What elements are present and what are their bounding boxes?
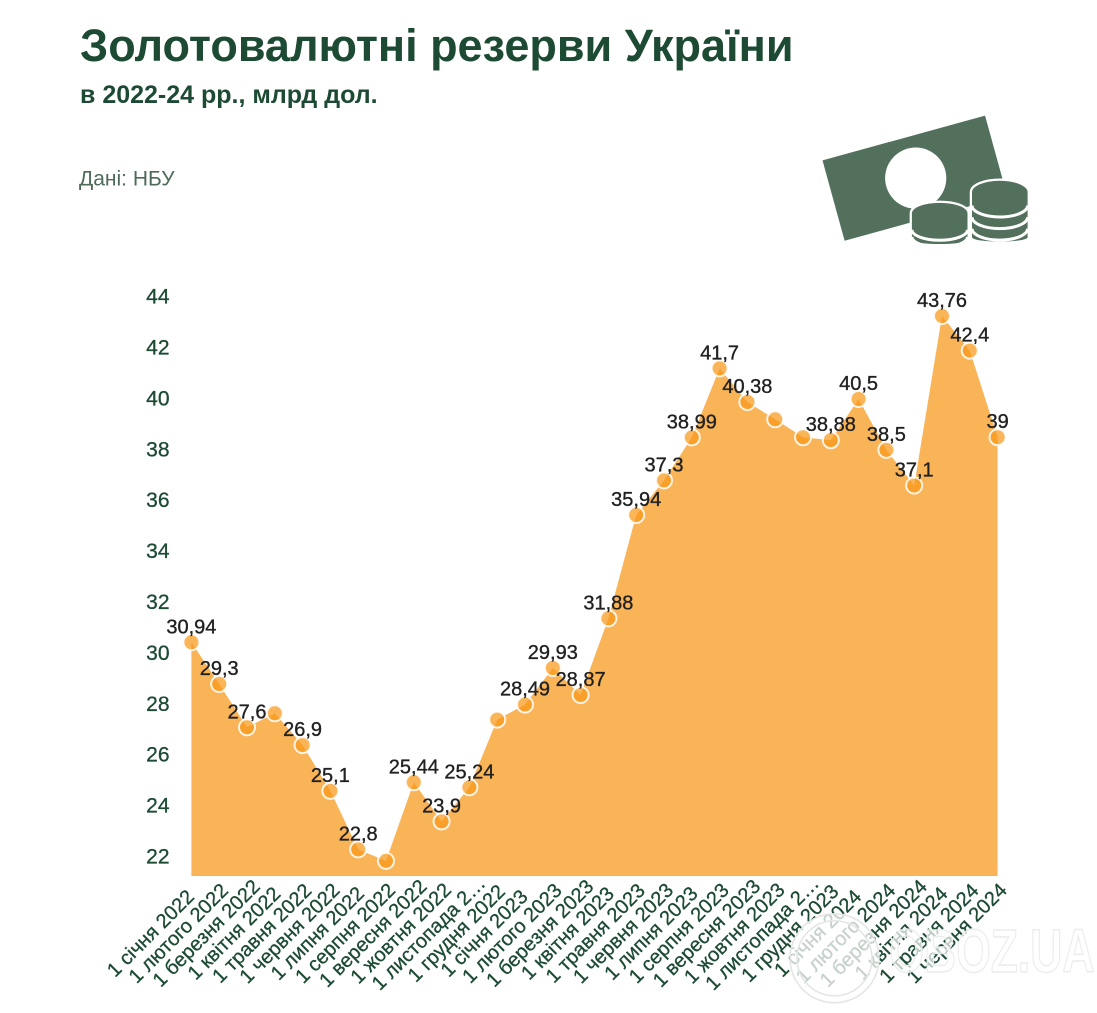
svg-text:22,8: 22,8 [339, 823, 378, 845]
svg-text:38,99: 38,99 [667, 411, 717, 433]
svg-text:OBOZ.UA: OBOZ.UA [890, 917, 1095, 985]
svg-text:25,44: 25,44 [389, 756, 439, 778]
svg-text:41,7: 41,7 [700, 342, 739, 364]
svg-text:43,76: 43,76 [917, 290, 967, 312]
svg-text:26,9: 26,9 [283, 719, 322, 741]
svg-text:40,5: 40,5 [839, 373, 878, 395]
svg-text:34: 34 [146, 540, 170, 563]
svg-text:39: 39 [986, 411, 1008, 433]
svg-text:28,49: 28,49 [500, 679, 550, 701]
svg-text:24: 24 [146, 795, 170, 818]
svg-text:36: 36 [146, 489, 169, 512]
svg-text:40: 40 [146, 387, 169, 410]
svg-text:29,3: 29,3 [200, 658, 239, 680]
svg-text:27,6: 27,6 [228, 701, 267, 723]
svg-text:37,1: 37,1 [895, 460, 934, 482]
svg-text:42: 42 [146, 337, 169, 360]
svg-text:42,4: 42,4 [950, 325, 989, 347]
svg-text:26: 26 [146, 744, 169, 767]
svg-text:22: 22 [146, 846, 169, 869]
svg-text:30,94: 30,94 [166, 616, 216, 638]
svg-text:Дані: НБУ: Дані: НБУ [79, 168, 175, 191]
svg-text:Золотовалютні резерви України: Золотовалютні резерви України [80, 20, 794, 71]
svg-text:38: 38 [146, 438, 169, 461]
svg-text:44: 44 [146, 286, 170, 309]
svg-text:23,9: 23,9 [422, 795, 461, 817]
svg-text:25,24: 25,24 [444, 761, 494, 783]
svg-text:37,3: 37,3 [645, 454, 684, 476]
svg-text:30: 30 [146, 642, 169, 665]
svg-text:29,93: 29,93 [528, 642, 578, 664]
svg-text:38,88: 38,88 [806, 414, 856, 436]
svg-text:35,94: 35,94 [611, 489, 661, 511]
svg-text:28: 28 [146, 693, 169, 716]
svg-text:32: 32 [146, 591, 169, 614]
svg-text:в 2022-24 рр., млрд дол.: в 2022-24 рр., млрд дол. [80, 81, 378, 109]
svg-text:28,87: 28,87 [556, 669, 606, 691]
svg-text:31,88: 31,88 [583, 592, 633, 614]
svg-text:38,5: 38,5 [867, 424, 906, 446]
svg-text:25,1: 25,1 [311, 765, 350, 787]
svg-text:OBOZ.UA: OBOZ.UA [890, 917, 1095, 985]
svg-text:40,38: 40,38 [722, 376, 772, 398]
